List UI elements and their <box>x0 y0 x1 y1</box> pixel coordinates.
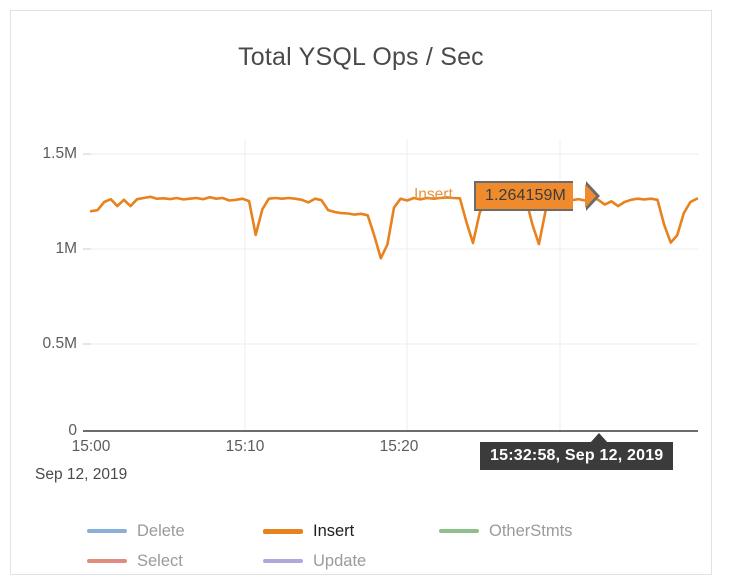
legend-swatch-icon-select <box>87 559 127 563</box>
legend-label-select: Select <box>137 551 183 570</box>
value-tooltip-arrow-fill-icon <box>585 184 596 208</box>
y-tick-label-0: 1.5M <box>42 145 77 162</box>
legend-item-otherstmts[interactable]: OtherStmts <box>439 516 615 546</box>
legend-item-select[interactable]: Select <box>87 546 263 576</box>
series-inline-label-insert: Insert <box>414 186 453 203</box>
x-tick-label-1: 15:10 <box>225 438 265 455</box>
x-tick-label-2: 15:20 <box>379 438 419 455</box>
page-title: Total YSQL Ops / Sec <box>238 43 484 71</box>
y-tick-label-1: 1M <box>55 240 77 257</box>
legend-swatch-icon-insert <box>263 528 303 534</box>
legend-label-delete: Delete <box>137 521 185 540</box>
legend-swatch-icon-delete <box>87 529 127 533</box>
y-tick-label-2: 0.5M <box>42 335 77 352</box>
chart-legend: Delete Insert OtherStmts Select Update <box>87 516 647 576</box>
time-tooltip-arrow-icon <box>590 433 608 443</box>
gridlines <box>89 139 698 431</box>
legend-item-delete[interactable]: Delete <box>87 516 263 546</box>
legend-item-insert[interactable]: Insert <box>263 516 439 546</box>
x-tick-label-0: 15:00 <box>71 438 111 455</box>
y-axis-ticks <box>83 153 91 345</box>
chart-plot-area[interactable] <box>11 11 711 451</box>
y-tick-label-3: 0 <box>68 422 77 439</box>
legend-swatch-icon-update <box>263 559 303 563</box>
legend-label-insert: Insert <box>313 521 355 540</box>
legend-label-otherstmts: OtherStmts <box>489 521 573 540</box>
value-tooltip: 1.264159M <box>474 181 573 211</box>
chart-date-label: Sep 12, 2019 <box>35 466 128 483</box>
legend-swatch-icon-otherstmts <box>439 529 479 533</box>
time-tooltip: 15:32:58, Sep 12, 2019 <box>480 442 674 470</box>
legend-label-update: Update <box>313 551 367 570</box>
legend-item-update[interactable]: Update <box>263 546 439 576</box>
chart-panel: Total YSQL Ops / Sec 1.5M 1M 0.5M 0 15:0… <box>10 10 712 575</box>
